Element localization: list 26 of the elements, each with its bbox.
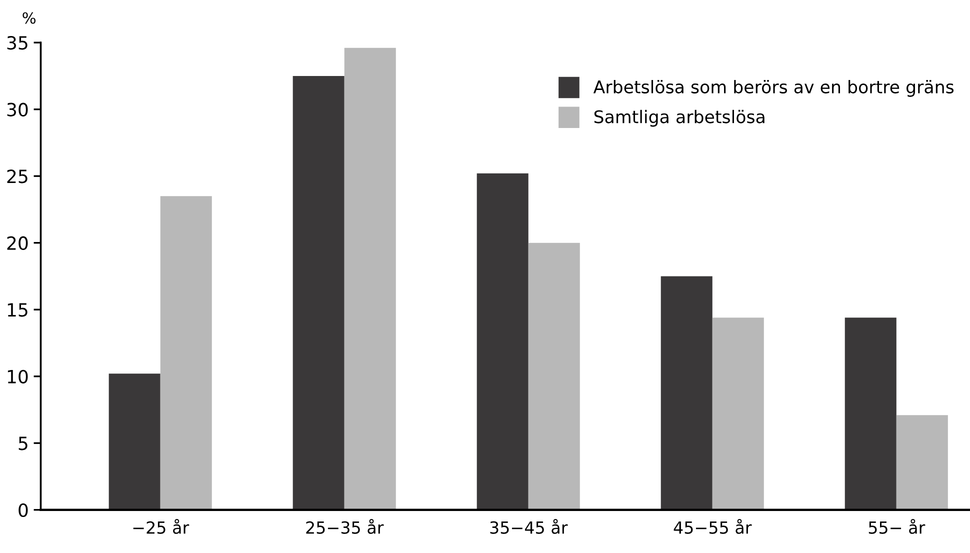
y-tick-label: 25 [7, 170, 28, 184]
y-tick-label: 0 [18, 503, 28, 517]
y-tick-label: 35 [7, 36, 28, 50]
bar [528, 242, 580, 510]
x-tick-label: 45−55 år [674, 519, 752, 534]
bar [896, 415, 948, 510]
bar [108, 374, 160, 510]
bar [712, 318, 764, 510]
bar [476, 173, 528, 510]
y-tick-label: 20 [7, 236, 28, 250]
x-tick-label: 35−45 år [490, 519, 568, 534]
x-tick-label: −25 år [133, 519, 190, 534]
x-tick-label: 25−35 år [306, 519, 384, 534]
x-tick-label: 55− år [868, 519, 926, 534]
y-tick-label: 5 [18, 436, 28, 450]
legend-label: Samtliga arbetslösa [594, 110, 764, 127]
y-tick-label: 10 [8, 370, 28, 384]
bar [660, 276, 712, 510]
bar [160, 196, 212, 510]
bar [344, 48, 396, 510]
bar [292, 76, 344, 510]
y-axis-title: % [22, 12, 36, 24]
legend-label: Arbetslösa som berörs av en bortre gräns [593, 80, 954, 97]
y-tick-label: 30 [7, 102, 28, 116]
bar [844, 318, 896, 510]
y-tick-label: 15 [8, 303, 28, 317]
